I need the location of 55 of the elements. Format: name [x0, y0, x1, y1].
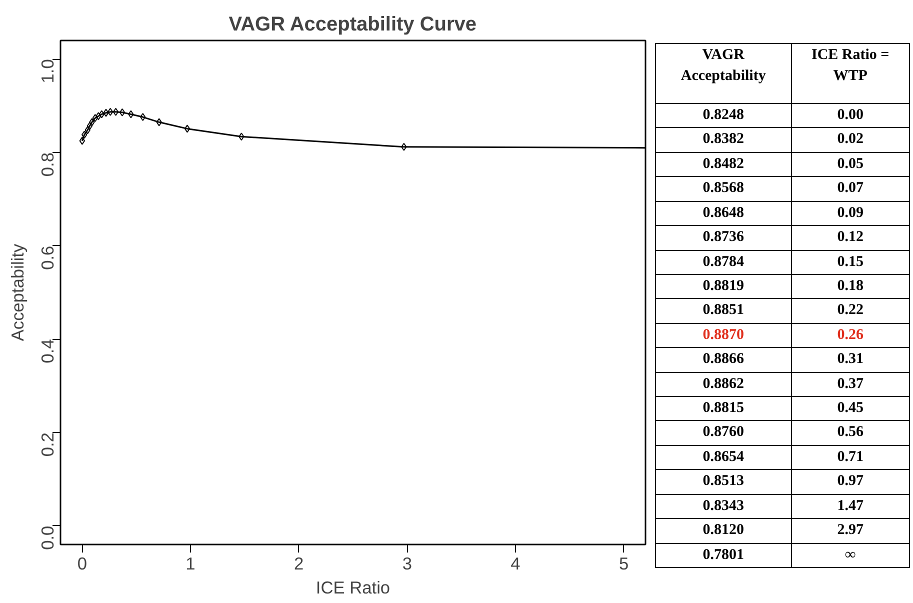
text: 0.8862	[656, 372, 792, 397]
y-tick-label: 0.2	[38, 432, 58, 457]
text: 0.22	[791, 298, 910, 324]
text: 0.8819	[656, 274, 792, 299]
x-tick-label: 3	[402, 554, 412, 574]
x-tick-label: 1	[186, 554, 196, 574]
y-tick-label: 0.0	[38, 526, 58, 550]
text: 0.97	[791, 470, 910, 494]
x-tick-label: 0	[77, 554, 87, 574]
text: 0.8343	[656, 494, 792, 519]
text: 0.09	[791, 201, 910, 226]
x-tick-label: 5	[619, 554, 629, 574]
text: 0.8760	[656, 420, 792, 446]
text: VAGR Acceptability	[656, 44, 792, 104]
text: 0.8870	[656, 323, 792, 348]
text: 2.97	[791, 518, 910, 544]
y-tick-label: 1.0	[38, 59, 58, 84]
text: 0.31	[791, 348, 910, 372]
text: 0.8568	[656, 176, 792, 202]
x-tick-label: 2	[294, 554, 304, 574]
text: 0.37	[791, 372, 910, 397]
text: 0.8866	[656, 348, 792, 372]
text: 0.8120	[656, 518, 792, 544]
chart-title: VAGR Acceptability Curve	[228, 14, 477, 36]
text: 0.71	[791, 445, 910, 470]
x-tick-label: 4	[510, 554, 521, 574]
y-tick-label: 0.4	[38, 338, 58, 364]
text: 0.8648	[656, 201, 792, 226]
y-tick-label: 0.8	[38, 152, 58, 177]
text: 0.8815	[656, 396, 792, 421]
text: 0.8736	[656, 226, 792, 250]
text: 0.00	[791, 104, 910, 128]
text: 0.05	[791, 152, 910, 177]
text: 0.7801	[656, 543, 792, 568]
text: 0.18	[791, 274, 910, 299]
text: 0.15	[791, 250, 910, 274]
text: 0.56	[791, 420, 910, 446]
text: 0.26	[791, 323, 910, 348]
text: 0.8482	[656, 152, 792, 177]
text: 0.8382	[656, 128, 792, 152]
text: ∞	[791, 543, 910, 568]
text: 0.8248	[656, 104, 792, 128]
text: 0.02	[791, 128, 910, 152]
text: 0.12	[791, 226, 910, 250]
text: 0.8784	[656, 250, 792, 274]
text: 0.07	[791, 176, 910, 202]
text: 1.47	[791, 494, 910, 519]
text: 0.8851	[656, 298, 792, 324]
y-axis-title: Acceptability	[8, 244, 28, 342]
text: 0.45	[791, 396, 910, 421]
x-axis-title: ICE Ratio	[316, 578, 390, 598]
text: 0.8654	[656, 445, 792, 470]
text: ICE Ratio = WTP	[791, 44, 910, 104]
text: 0.8513	[656, 470, 792, 494]
y-tick-label: 0.6	[38, 246, 58, 270]
